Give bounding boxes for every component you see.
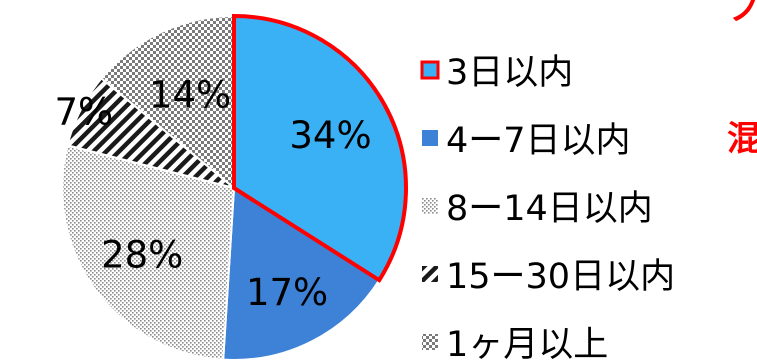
cropped-edge-char-right: 混 <box>727 119 757 159</box>
legend-label-4: 15ー30日以内 <box>446 257 675 297</box>
legend-swatch-2 <box>422 130 438 146</box>
pie-slice-2 <box>222 186 381 361</box>
legend: 3日以内 4ー7日以内 8ー14日以内 15ー30日以内 1ヶ月以上 <box>420 53 675 361</box>
slice-label-2: 17% <box>246 271 328 314</box>
legend-label-5: 1ヶ月以上 <box>446 325 608 361</box>
legend-label-1: 3日以内 <box>446 53 573 93</box>
pie-slice-3 <box>60 144 236 361</box>
legend-label-3: 8ー14日以内 <box>446 189 653 229</box>
slice-label-4: 7% <box>54 91 113 134</box>
legend-label-2: 4ー7日以内 <box>446 121 631 161</box>
pie-slice-5 <box>100 14 235 191</box>
highlighted-slice-outline <box>232 13 408 283</box>
legend-swatch-4 <box>422 266 438 282</box>
slice-label-3: 28% <box>101 234 183 277</box>
slice-labels: 34% 17% 28% 7% 14% <box>54 74 371 315</box>
slice-label-5: 14% <box>149 74 231 117</box>
pie-slice-1-outline <box>232 13 408 283</box>
cropped-edge-char-top: ノ <box>729 0 757 29</box>
legend-swatch-1 <box>420 60 440 80</box>
legend-swatch-5 <box>422 334 438 350</box>
slice-label-1: 34% <box>289 114 371 157</box>
legend-swatch-3 <box>422 198 438 214</box>
